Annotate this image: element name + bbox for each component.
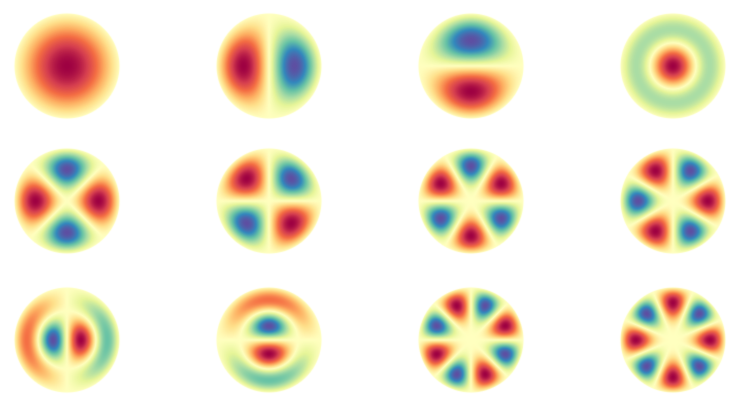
mode-plot-3 bbox=[415, 10, 527, 122]
mode-plot-7 bbox=[415, 145, 527, 257]
mode-plot-11 bbox=[415, 284, 527, 396]
mode-plot-10 bbox=[213, 284, 325, 396]
mode-plot-1 bbox=[11, 10, 123, 122]
mode-plot-6 bbox=[213, 145, 325, 257]
mode-plot-5 bbox=[11, 145, 123, 257]
mode-plot-9 bbox=[11, 284, 123, 396]
mode-plot-8 bbox=[617, 145, 729, 257]
mode-plot-4 bbox=[617, 10, 729, 122]
mode-plot-2 bbox=[213, 10, 325, 122]
mode-plot-12 bbox=[617, 284, 729, 396]
